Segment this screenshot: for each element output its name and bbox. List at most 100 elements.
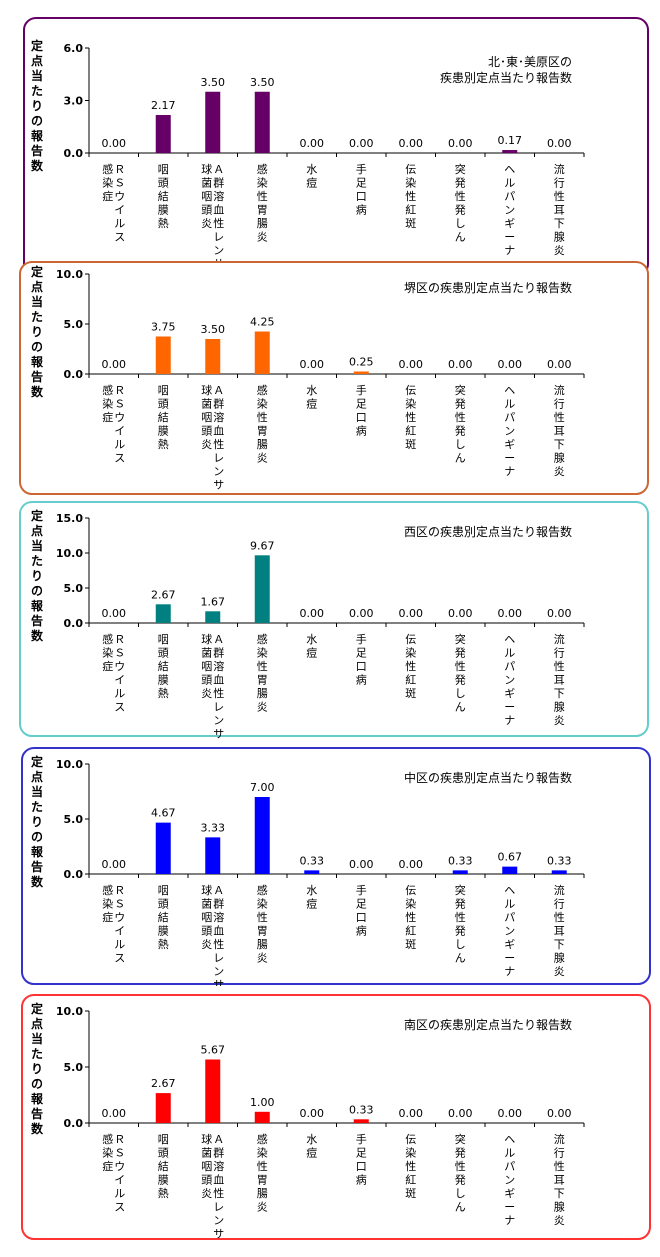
category-label: 伝染性紅斑 — [405, 384, 416, 451]
category-label: 咽頭結膜熱 — [158, 163, 169, 230]
category-label: 水痘 — [306, 384, 317, 411]
bar-value-label: 0.25 — [349, 356, 374, 369]
y-axis-label: 定点当たりの報告数 — [31, 38, 44, 173]
category-label: 手足口病 — [356, 883, 367, 938]
category-label: 水痘 — [306, 1133, 317, 1160]
bar-value-label: 0.00 — [399, 1107, 424, 1120]
bar-value-label: 4.67 — [151, 807, 176, 820]
y-tick-label: 15.0 — [56, 512, 83, 525]
bar-value-label: 3.50 — [201, 323, 226, 336]
bar — [452, 870, 468, 874]
bar — [155, 336, 171, 374]
category-label: 伝染性紅斑 — [405, 1133, 416, 1200]
bar — [254, 91, 270, 153]
bar-chart: 定点当たりの報告数 0.0 5.0 10.0 0.00 2.67 5.67 1.00 0.00 0… — [21, 994, 651, 1241]
bar-value-label: 0.00 — [300, 137, 325, 150]
chart-title: 北･東･美原区の — [488, 55, 572, 69]
y-axis-label: 定点当たりの報告数 — [31, 508, 44, 643]
category-label: 流行性耳下腺炎 — [554, 632, 565, 727]
chart-frame — [19, 261, 649, 495]
category-label: ＲＳウイルス感染症 — [102, 384, 125, 465]
category-label: ヘルパンギーナ — [504, 384, 515, 478]
bar-value-label: 0.00 — [498, 358, 523, 371]
bar — [551, 870, 567, 874]
bar-value-label: 0.67 — [498, 851, 523, 864]
y-tick-label: 10.0 — [56, 1005, 83, 1018]
category-label: 手足口病 — [356, 162, 367, 217]
category-label: ヘルパンギーナ — [504, 884, 515, 978]
bar — [205, 1059, 221, 1123]
chart-panel-0: 定点当たりの報告数 0.0 3.0 6.0 0.00 2.17 3.50 3.50 0.00 0.… — [0, 16, 660, 278]
bar — [205, 339, 221, 374]
category-label: Ａ群溶血性レンサ球菌咽頭炎 — [201, 1132, 224, 1241]
chart-panel-4: 定点当たりの報告数 0.0 5.0 10.0 0.00 2.67 5.67 1.00 0.00 0… — [0, 993, 660, 1243]
category-label: 手足口病 — [356, 632, 367, 687]
bar — [205, 611, 221, 623]
bar — [155, 115, 171, 153]
category-label: 咽頭結膜熱 — [158, 884, 169, 951]
category-label: Ａ群溶血性レンサ球菌咽頭炎 — [201, 883, 224, 986]
bar — [353, 1119, 369, 1123]
bar-value-label: 0.33 — [547, 854, 572, 867]
category-label: 感染性胃腸炎 — [257, 633, 268, 714]
bar-value-label: 1.00 — [250, 1096, 275, 1109]
bar — [254, 555, 270, 623]
bar-value-label: 0.00 — [547, 358, 572, 371]
category-label: ヘルパンギーナ — [504, 1133, 515, 1227]
y-axis-label: 定点当たりの報告数 — [31, 754, 44, 889]
y-tick-label: 6.0 — [64, 42, 84, 55]
bar-value-label: 0.00 — [547, 607, 572, 620]
bar-value-label: 3.33 — [201, 821, 226, 834]
bar — [254, 331, 270, 374]
bar-value-label: 0.00 — [498, 1107, 523, 1120]
bar-value-label: 2.67 — [151, 1077, 176, 1090]
category-label: 水痘 — [306, 633, 317, 660]
category-label: 突発性発しん — [455, 1132, 466, 1214]
bar-value-label: 0.00 — [547, 1107, 572, 1120]
bar-value-label: 0.00 — [399, 137, 424, 150]
bar — [205, 837, 221, 874]
chart-title: 南区の疾患別定点当たり報告数 — [404, 1017, 572, 1032]
chart-title: 堺区の疾患別定点当たり報告数 — [404, 280, 572, 295]
bar-value-label: 0.00 — [399, 858, 424, 871]
bar-value-label: 0.00 — [349, 137, 374, 150]
y-tick-label: 5.0 — [64, 318, 84, 331]
bar-value-label: 0.33 — [448, 854, 473, 867]
category-label: 水痘 — [306, 163, 317, 190]
bar-chart: 定点当たりの報告数 0.0 5.0 10.0 0.00 3.75 3.50 4.25 0.00 0… — [19, 261, 649, 495]
category-label: 感染性胃腸炎 — [257, 163, 268, 244]
y-tick-label: 5.0 — [64, 1061, 84, 1074]
bar-chart: 定点当たりの報告数 0.0 5.0 10.0 0.00 4.67 3.33 7.00 0.33 0… — [21, 747, 651, 986]
chart-frame — [21, 994, 651, 1240]
bar-chart: 定点当たりの報告数 0.0 3.0 6.0 0.00 2.17 3.50 3.50 0.00 0.… — [23, 17, 649, 277]
chart-title: 西区の疾患別定点当たり報告数 — [404, 524, 572, 539]
y-tick-label: 5.0 — [64, 582, 84, 595]
category-label: 伝染性紅斑 — [405, 884, 416, 951]
category-label: 流行性耳下腺炎 — [554, 883, 565, 978]
y-axis-label: 定点当たりの報告数 — [31, 1001, 44, 1136]
bar-value-label: 0.00 — [547, 137, 572, 150]
category-label: 突発性発しん — [455, 883, 466, 965]
category-label: 手足口病 — [356, 383, 367, 438]
bar-value-label: 0.00 — [498, 607, 523, 620]
bar-value-label: 0.00 — [102, 1107, 127, 1120]
category-label: 突発性発しん — [455, 632, 466, 714]
category-label: 伝染性紅斑 — [405, 163, 416, 230]
y-tick-label: 10.0 — [56, 268, 83, 281]
category-label: ヘルパンギーナ — [504, 163, 515, 257]
bar — [205, 91, 221, 153]
category-label: 咽頭結膜熱 — [158, 633, 169, 700]
category-label: 感染性胃腸炎 — [257, 884, 268, 965]
category-label: ＲＳウイルス感染症 — [102, 633, 125, 714]
category-label: Ａ群溶血性レンサ球菌咽頭炎 — [201, 383, 224, 492]
bar-value-label: 0.33 — [300, 854, 325, 867]
bar-value-label: 0.00 — [102, 607, 127, 620]
bar-value-label: 0.00 — [300, 1107, 325, 1120]
bar-value-label: 5.67 — [201, 1043, 226, 1056]
bar — [502, 866, 518, 874]
bar — [155, 822, 171, 874]
bar — [155, 604, 171, 623]
category-label: 手足口病 — [356, 1132, 367, 1187]
bar-value-label: 0.00 — [300, 607, 325, 620]
y-tick-label: 0.0 — [64, 147, 84, 160]
